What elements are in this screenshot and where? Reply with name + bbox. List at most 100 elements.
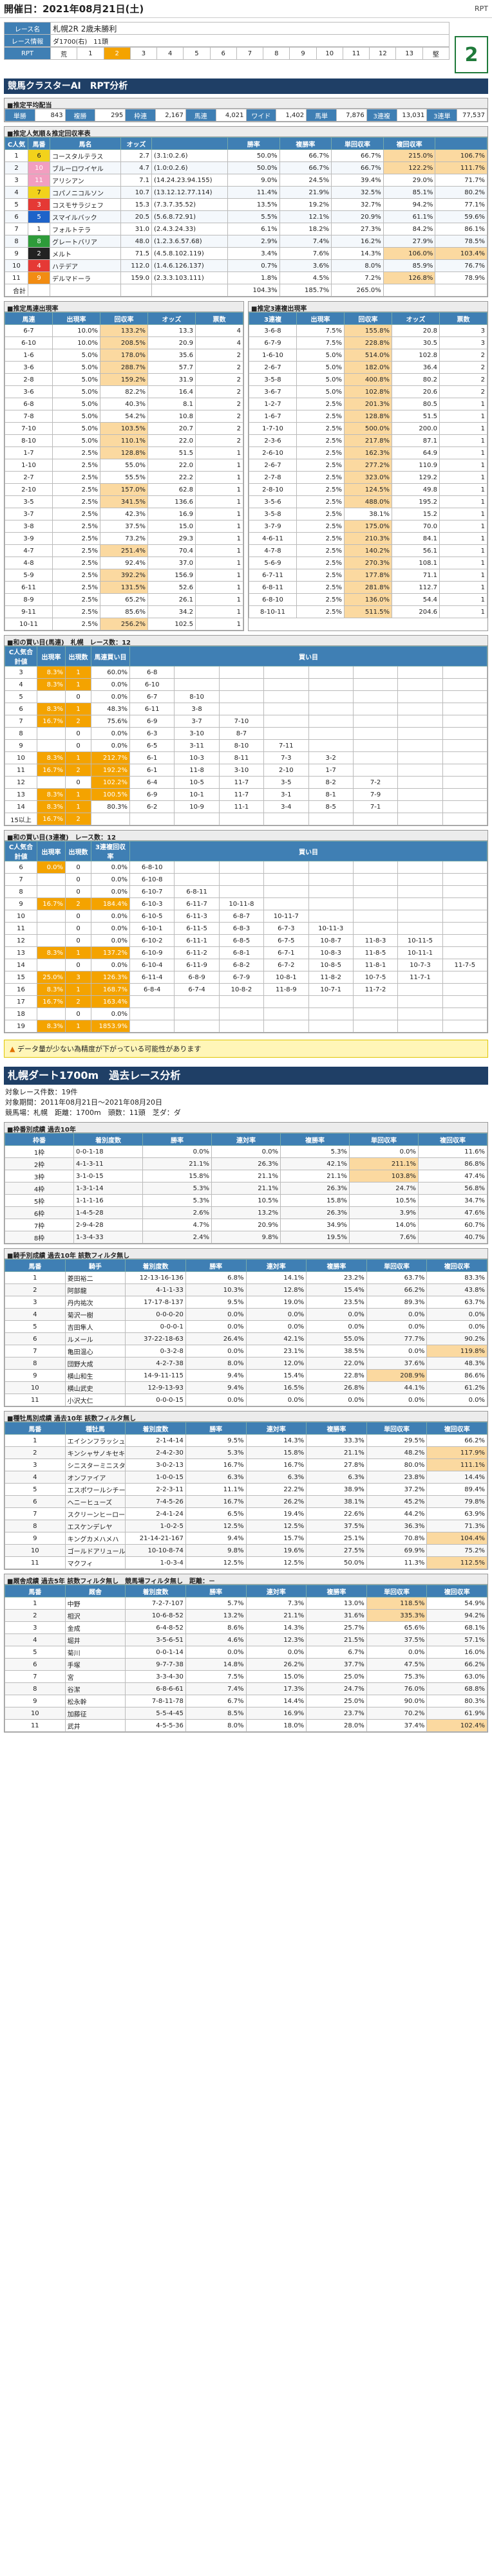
bet-combo[interactable] [442,946,488,959]
bet-combo[interactable]: 3-10 [218,764,265,777]
bet-combo[interactable] [129,995,175,1008]
bet-combo[interactable]: 8-10 [218,739,265,752]
bet-combo[interactable]: 6-10-1 [129,922,175,935]
bet-combo[interactable] [352,897,399,910]
bet-combo[interactable] [442,1020,488,1033]
bet-combo[interactable]: 6-11-4 [129,971,175,984]
bet-combo[interactable]: 6-2 [129,800,175,813]
bet-combo[interactable]: 7-11 [263,739,309,752]
bet-combo[interactable]: 6-11-5 [174,922,220,935]
bet-combo[interactable] [442,897,488,910]
bet-combo[interactable]: 10-7-3 [397,959,443,971]
bet-combo[interactable]: 11-7-2 [352,983,399,996]
bet-combo[interactable]: 10-8-2 [218,983,265,996]
bet-combo[interactable]: 3-1 [263,788,309,801]
bet-combo[interactable]: 6-7-9 [218,971,265,984]
bet-combo[interactable]: 3-8 [174,703,220,715]
bet-combo[interactable]: 8-5 [308,800,354,813]
bet-combo[interactable] [308,690,354,703]
bet-combo[interactable]: 8-7 [218,727,265,740]
bet-combo[interactable]: 6-10 [129,678,175,691]
bet-combo[interactable] [397,800,443,813]
bet-combo[interactable] [174,666,220,679]
bet-combo[interactable]: 6-8 [129,666,175,679]
bet-combo[interactable] [263,690,309,703]
bet-combo[interactable] [174,873,220,886]
bet-combo[interactable]: 7-9 [352,788,399,801]
bet-combo[interactable] [442,751,488,764]
bet-combo[interactable]: 8-1 [308,788,354,801]
bet-combo[interactable]: 7-10 [218,715,265,728]
bet-combo[interactable]: 8-10 [174,690,220,703]
bet-combo[interactable] [174,1020,220,1033]
bet-combo[interactable]: 10-11-7 [263,910,309,923]
bet-combo[interactable]: 6-5 [129,739,175,752]
bet-combo[interactable] [442,861,488,874]
bet-combo[interactable] [397,764,443,777]
bet-combo[interactable] [442,739,488,752]
bet-combo[interactable] [129,1020,175,1033]
bet-combo[interactable]: 7-1 [352,800,399,813]
bet-combo[interactable]: 11-8-3 [352,934,399,947]
bet-combo[interactable] [442,788,488,801]
bet-combo[interactable]: 6-3 [129,727,175,740]
bet-combo[interactable] [442,934,488,947]
bet-combo[interactable]: 7-3 [263,751,309,764]
bet-combo[interactable]: 8-2 [308,776,354,789]
bet-combo[interactable]: 10-8-3 [308,946,354,959]
bet-combo[interactable] [129,1007,175,1020]
bet-combo[interactable] [352,666,399,679]
bet-combo[interactable]: 7-2 [352,776,399,789]
bet-combo[interactable] [218,885,265,898]
bet-combo[interactable] [218,1020,265,1033]
bet-combo[interactable]: 6-8-3 [218,922,265,935]
bet-combo[interactable] [263,873,309,886]
bet-combo[interactable]: 6-11-3 [174,910,220,923]
bet-combo[interactable] [308,873,354,886]
bet-combo[interactable] [308,885,354,898]
bet-combo[interactable]: 6-11-2 [174,946,220,959]
bet-combo[interactable]: 11-8-9 [263,983,309,996]
bet-combo[interactable] [397,666,443,679]
bet-combo[interactable] [263,715,309,728]
bet-combo[interactable] [442,983,488,996]
bet-combo[interactable]: 11-8-2 [308,971,354,984]
bet-combo[interactable] [352,995,399,1008]
bet-combo[interactable] [352,922,399,935]
bet-combo[interactable]: 6-10-3 [129,897,175,910]
bet-combo[interactable]: 6-7 [129,690,175,703]
bet-combo[interactable]: 6-8-7 [218,910,265,923]
bet-combo[interactable] [442,678,488,691]
bet-combo[interactable] [308,995,354,1008]
bet-combo[interactable] [263,703,309,715]
bet-combo[interactable] [442,800,488,813]
bet-combo[interactable] [352,703,399,715]
bet-combo[interactable] [442,995,488,1008]
bet-combo[interactable]: 11-7-5 [442,959,488,971]
bet-combo[interactable]: 3-4 [263,800,309,813]
bet-combo[interactable]: 6-10-4 [129,959,175,971]
bet-combo[interactable] [129,813,175,825]
bet-combo[interactable] [442,727,488,740]
bet-combo[interactable] [352,873,399,886]
bet-combo[interactable] [218,873,265,886]
bet-combo[interactable] [442,873,488,886]
bet-combo[interactable] [308,1020,354,1033]
bet-combo[interactable] [397,788,443,801]
bet-combo[interactable] [263,861,309,874]
bet-combo[interactable]: 10-7-5 [352,971,399,984]
bet-combo[interactable]: 6-11-7 [174,897,220,910]
bet-combo[interactable] [397,715,443,728]
bet-combo[interactable]: 10-3 [174,751,220,764]
bet-combo[interactable]: 6-7-5 [263,934,309,947]
bet-combo[interactable]: 3-11 [174,739,220,752]
bet-combo[interactable] [174,678,220,691]
bet-combo[interactable] [263,666,309,679]
bet-combo[interactable] [352,885,399,898]
bet-combo[interactable] [397,910,443,923]
bet-combo[interactable]: 6-7-4 [174,983,220,996]
bet-combo[interactable] [442,764,488,777]
bet-combo[interactable] [308,703,354,715]
bet-combo[interactable] [397,751,443,764]
bet-combo[interactable] [174,861,220,874]
